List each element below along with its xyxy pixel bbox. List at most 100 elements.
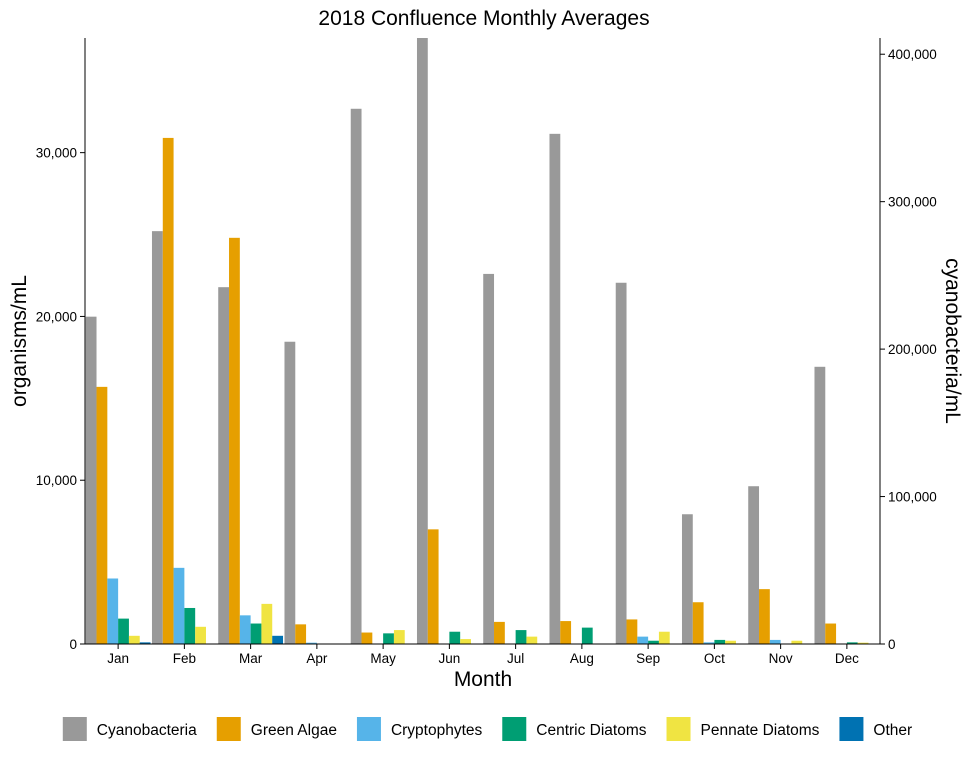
bar-green-algae-dec bbox=[825, 623, 837, 644]
bar-pennate-diatoms-dec bbox=[857, 642, 869, 644]
legend-item-other: Other bbox=[839, 717, 912, 741]
bar-green-algae-mar bbox=[229, 237, 240, 644]
legend-label: Green Algae bbox=[251, 722, 337, 739]
bar-pennate-diatoms-feb bbox=[195, 626, 206, 644]
y2-tick-label: 200,000 bbox=[888, 342, 937, 357]
legend-swatch bbox=[216, 717, 241, 741]
legend-swatch bbox=[666, 717, 691, 741]
x-tick-label: Oct bbox=[704, 651, 725, 666]
bar-cyanobacteria-mar bbox=[218, 287, 230, 644]
bar-cyanobacteria-jan bbox=[85, 316, 97, 644]
x-axis-title: Month bbox=[454, 668, 512, 691]
legend: Cyanobacteria Green Algae Cryptophytes Cent… bbox=[62, 717, 912, 741]
legend-label: Centric Diatoms bbox=[536, 722, 646, 739]
y2-tick-label: 400,000 bbox=[888, 47, 937, 62]
legend-label: Other bbox=[873, 722, 912, 739]
bar-green-algae-jul bbox=[494, 621, 505, 644]
x-tick-label: Sep bbox=[636, 651, 660, 666]
bar-cyanobacteria-oct bbox=[681, 514, 693, 644]
legend-label: Cryptophytes bbox=[391, 722, 483, 739]
legend-item-cryptophytes: Cryptophytes bbox=[356, 717, 483, 741]
x-tick-label: Aug bbox=[570, 651, 594, 666]
y-tick-label: 20,000 bbox=[36, 309, 77, 324]
x-tick-label: Dec bbox=[835, 651, 859, 666]
bar-centric-diatoms-aug bbox=[581, 627, 593, 644]
bar-centric-diatoms-dec bbox=[846, 642, 858, 644]
y-tick-label: 0 bbox=[69, 637, 77, 652]
bar-cyanobacteria-may bbox=[350, 108, 362, 644]
bar-pennate-diatoms-jan bbox=[128, 635, 140, 644]
legend-item-pennate-diatoms: Pennate Diatoms bbox=[666, 717, 820, 741]
bar-other-jan bbox=[139, 642, 151, 644]
bar-centric-diatoms-oct bbox=[714, 639, 726, 644]
bar-pennate-diatoms-nov bbox=[791, 640, 803, 644]
y2-tick-label: 0 bbox=[888, 637, 896, 652]
bar-cryptophytes-nov bbox=[769, 639, 781, 644]
bar-green-algae-sep bbox=[626, 619, 638, 644]
bar-green-algae-aug bbox=[560, 621, 572, 644]
legend-swatch bbox=[839, 717, 864, 741]
bar-centric-diatoms-may bbox=[383, 633, 394, 644]
y2-tick-label: 300,000 bbox=[888, 195, 937, 210]
y-ticks-right: 0 100,000 200,000 300,000 400,000 bbox=[880, 47, 937, 652]
legend-item-green-algae: Green Algae bbox=[216, 717, 337, 741]
bar-cryptophytes-feb bbox=[173, 567, 185, 644]
bar-cyanobacteria-apr bbox=[284, 341, 296, 644]
bar-cyanobacteria-jul bbox=[483, 273, 495, 644]
y-ticks-left: 0 10,000 20,000 30,000 bbox=[36, 146, 85, 652]
x-tick-label: Mar bbox=[239, 651, 263, 666]
bar-cryptophytes-apr bbox=[306, 642, 317, 644]
y-axis-title-right: cyanobacteria/mL bbox=[941, 258, 964, 424]
bar-cyanobacteria-sep bbox=[615, 282, 627, 644]
legend-label: Pennate Diatoms bbox=[701, 722, 820, 739]
bar-green-algae-nov bbox=[759, 589, 770, 644]
bar-centric-diatoms-feb bbox=[184, 607, 196, 644]
y-tick-label: 10,000 bbox=[36, 473, 77, 488]
bar-cyanobacteria-dec bbox=[814, 366, 826, 644]
bar-cryptophytes-oct bbox=[703, 642, 715, 644]
bar-cryptophytes-sep bbox=[637, 636, 649, 644]
bar-centric-diatoms-sep bbox=[648, 640, 659, 644]
y-tick-label: 30,000 bbox=[36, 146, 77, 161]
bar-green-algae-jan bbox=[96, 386, 108, 644]
bar-pennate-diatoms-jul bbox=[526, 636, 538, 644]
y-axis-title-left: organisms/mL bbox=[8, 275, 31, 407]
bar-green-algae-may bbox=[361, 632, 373, 644]
bar-other-mar bbox=[272, 635, 284, 644]
bar-centric-diatoms-jul bbox=[515, 630, 527, 644]
bar-cyanobacteria-aug bbox=[549, 133, 561, 644]
bar-centric-diatoms-jun bbox=[449, 631, 461, 644]
x-ticks: Jan Feb Mar Apr May Jun Jul Aug Sep Oct Nov Dec bbox=[107, 644, 859, 666]
x-tick-label: May bbox=[370, 651, 396, 666]
bar-cyanobacteria-nov bbox=[748, 486, 760, 644]
x-tick-label: Jun bbox=[438, 651, 460, 666]
y2-tick-label: 100,000 bbox=[888, 490, 937, 505]
bar-cyanobacteria-feb bbox=[151, 231, 163, 644]
x-tick-label: Jan bbox=[107, 651, 129, 666]
x-tick-label: Feb bbox=[173, 651, 196, 666]
x-tick-label: Jul bbox=[507, 651, 524, 666]
legend-item-centric-diatoms: Centric Diatoms bbox=[502, 717, 647, 741]
bar-pennate-diatoms-oct bbox=[725, 640, 736, 644]
bar-centric-diatoms-jan bbox=[118, 618, 129, 644]
bar-centric-diatoms-mar bbox=[250, 623, 262, 644]
bar-green-algae-apr bbox=[295, 624, 307, 644]
bar-green-algae-oct bbox=[692, 602, 704, 644]
x-tick-label: Nov bbox=[769, 651, 793, 666]
legend-swatch bbox=[356, 717, 381, 741]
bar-cryptophytes-mar bbox=[239, 615, 251, 644]
x-tick-label: Apr bbox=[306, 651, 328, 666]
chart-title: 2018 Confluence Monthly Averages bbox=[318, 7, 649, 30]
bars-layer bbox=[85, 38, 869, 644]
legend-item-cyanobacteria: Cyanobacteria bbox=[62, 717, 197, 741]
legend-swatch bbox=[502, 717, 527, 741]
bar-pennate-diatoms-may bbox=[393, 630, 405, 644]
bar-pennate-diatoms-mar bbox=[261, 603, 273, 644]
bar-cyanobacteria-jun bbox=[416, 38, 428, 644]
bar-pennate-diatoms-jun bbox=[460, 639, 471, 644]
bar-cryptophytes-jan bbox=[107, 578, 119, 644]
bar-green-algae-jun bbox=[427, 529, 439, 644]
bar-green-algae-feb bbox=[162, 137, 174, 644]
legend-label: Cyanobacteria bbox=[97, 722, 197, 739]
